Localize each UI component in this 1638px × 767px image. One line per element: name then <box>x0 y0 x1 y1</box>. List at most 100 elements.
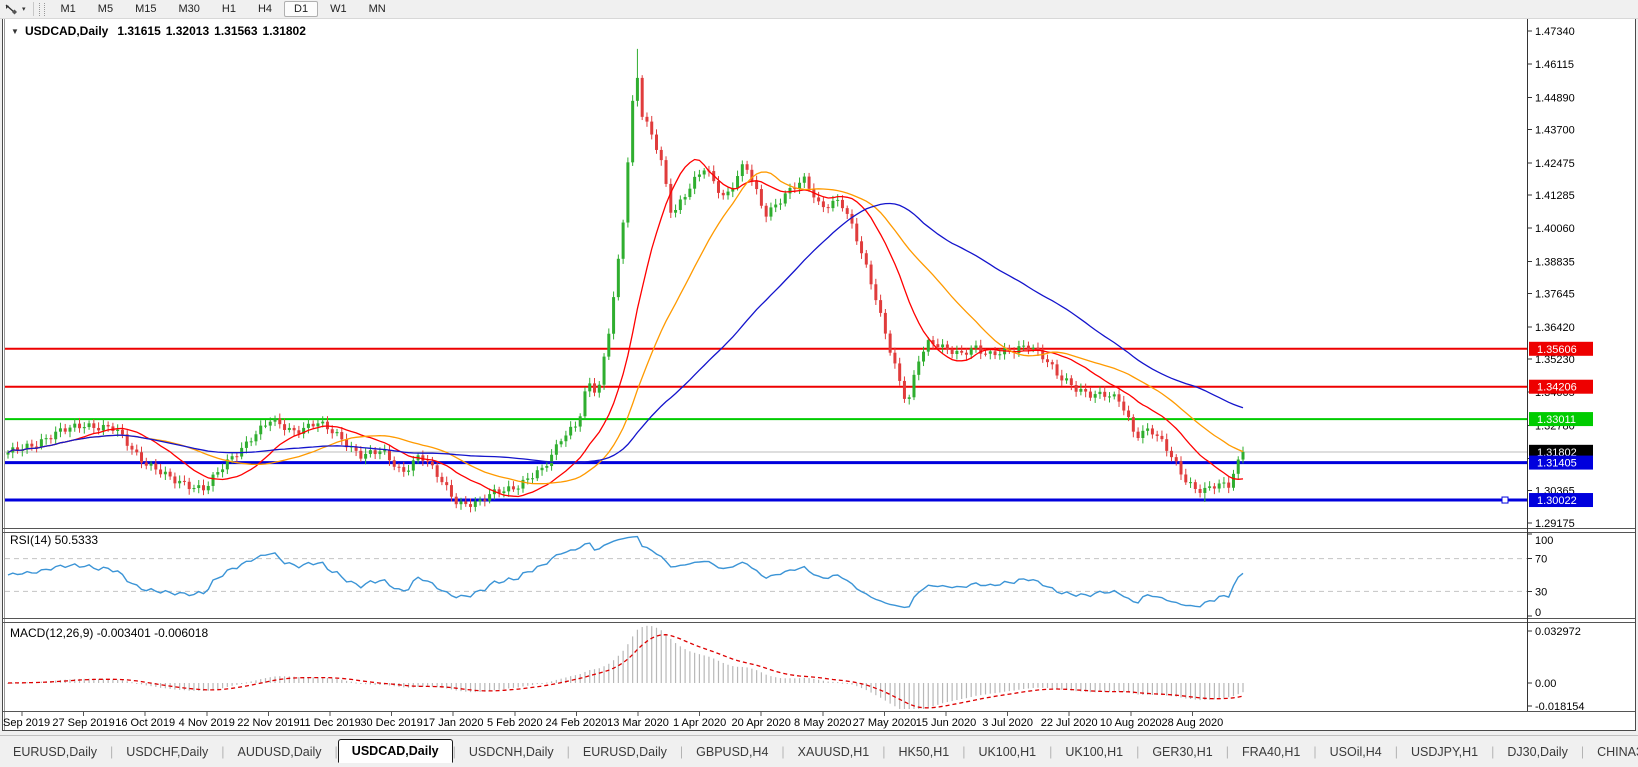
macd-histogram-bar <box>608 663 610 683</box>
macd-histogram-bar <box>465 683 467 692</box>
macd-histogram-bar <box>345 680 348 683</box>
tab-dj30-daily[interactable]: DJ30,Daily <box>1507 744 1568 759</box>
candle <box>378 451 382 455</box>
macd-histogram-bar <box>1156 683 1158 696</box>
tf-button-h4[interactable]: H4 <box>257 3 273 15</box>
tab-xauusd-h1[interactable]: XAUUSD,H1 <box>797 744 870 759</box>
tab-eurusd-daily[interactable]: EURUSD,Daily <box>13 744 98 759</box>
tab-uk100-h1[interactable]: UK100,H1 <box>1065 744 1124 759</box>
macd-histogram-bar <box>808 678 810 683</box>
candle <box>1203 487 1207 493</box>
tab-uk100-h1[interactable]: UK100,H1 <box>978 744 1037 759</box>
candle <box>330 429 334 434</box>
candle <box>955 350 959 354</box>
candle <box>421 455 425 461</box>
tab-usdcnh-daily[interactable]: USDCNH,Daily <box>468 744 554 759</box>
macd-histogram-bar <box>341 679 343 683</box>
tab-separator: | <box>1394 744 1398 759</box>
tab-usdcad-daily[interactable]: USDCAD,Daily <box>337 738 453 763</box>
macd-histogram-bar <box>226 683 228 687</box>
candle <box>1122 401 1126 411</box>
macd-histogram-bar <box>899 683 901 709</box>
tab-separator: | <box>334 744 338 759</box>
macd-histogram-bar <box>965 683 968 699</box>
title-dropdown-icon[interactable]: ▼ <box>11 27 19 36</box>
macd-histogram-bar <box>322 677 324 683</box>
macd-histogram-bar <box>1170 683 1173 697</box>
candle <box>1184 474 1188 483</box>
tab-usoil-h4[interactable]: USOil,H4 <box>1329 744 1382 759</box>
date-tick-label: 30 Dec 2019 <box>360 717 422 729</box>
tf-button-w1[interactable]: W1 <box>330 3 347 15</box>
tab-separator: | <box>781 744 785 759</box>
tab-usdjpy-h1[interactable]: USDJPY,H1 <box>1410 744 1479 759</box>
macd-histogram-bar <box>241 683 243 684</box>
macd-histogram-bar <box>908 683 910 709</box>
candle <box>216 472 220 475</box>
candle <box>693 176 697 189</box>
crosshair-tool-button[interactable]: ▾ <box>0 1 30 17</box>
macd-histogram-bar <box>884 683 886 701</box>
candle <box>1065 378 1069 381</box>
candle <box>631 100 635 163</box>
tab-china300-h1[interactable]: CHINA300,H1 <box>1597 744 1638 759</box>
candle <box>383 450 387 452</box>
date-tick-label: 24 Feb 2020 <box>546 717 608 729</box>
macd-histogram-bar <box>927 683 929 709</box>
tab-eurusd-daily[interactable]: EURUSD,Daily <box>582 744 667 759</box>
price-level-badge <box>1529 444 1593 459</box>
macd-histogram-bar <box>956 683 958 700</box>
tab-hk50-h1[interactable]: HK50,H1 <box>898 744 950 759</box>
candle <box>898 363 902 381</box>
macd-histogram-bar <box>55 680 57 683</box>
tf-button-m5[interactable]: M5 <box>97 3 114 15</box>
top-toolbar: ▾ M1 M5 M15 M30 H1 H4 D1 W1 MN <box>0 0 1638 19</box>
macd-histogram-bar <box>427 683 429 687</box>
tf-button-mn[interactable]: MN <box>368 3 386 15</box>
macd-histogram-bar <box>555 679 557 683</box>
candle <box>268 421 272 426</box>
candle <box>78 423 82 429</box>
candle <box>68 427 72 432</box>
tab-ger30-h1[interactable]: GER30,H1 <box>1152 744 1213 759</box>
tf-button-m30[interactable]: M30 <box>178 3 200 15</box>
macd-histogram-bar <box>112 679 114 683</box>
macd-histogram-bar <box>784 678 786 683</box>
candle <box>1222 482 1226 484</box>
tf-button-m1[interactable]: M1 <box>60 3 76 15</box>
tf-button-m15[interactable]: M15 <box>135 3 157 15</box>
macd-histogram-bar <box>140 683 143 685</box>
macd-histogram-bar <box>1094 683 1096 693</box>
macd-histogram-bar <box>651 626 653 683</box>
toolbar-grip[interactable] <box>38 2 45 16</box>
candle <box>459 501 463 505</box>
macd-histogram-bar <box>498 683 500 690</box>
candle <box>664 160 668 184</box>
candle <box>950 349 954 354</box>
tf-button-d1[interactable]: D1 <box>284 1 319 17</box>
tab-usdchf-daily[interactable]: USDCHF,Daily <box>126 744 209 759</box>
macd-histogram-bar <box>183 683 186 691</box>
macd-histogram-bar <box>455 683 457 691</box>
hline-handle[interactable] <box>1501 496 1509 504</box>
candle <box>511 486 515 490</box>
macd-histogram-bar <box>856 683 858 687</box>
tab-audusd-daily[interactable]: AUDUSD,Daily <box>237 744 322 759</box>
macd-histogram-bar <box>999 683 1001 693</box>
macd-histogram-bar <box>369 683 371 685</box>
candle <box>821 201 825 208</box>
candle <box>883 312 887 334</box>
macd-histogram-bar <box>1065 683 1068 690</box>
rsi-line <box>7 535 1244 609</box>
date-tick-label: 28 Aug 2020 <box>1162 717 1224 729</box>
tab-fra40-h1[interactable]: FRA40,H1 <box>1242 744 1301 759</box>
macd-histogram-bar <box>1051 683 1053 689</box>
macd-histogram-bar <box>741 666 743 683</box>
price-level-badge <box>1529 455 1593 470</box>
candle <box>97 427 101 431</box>
tab-gbpusd-h4[interactable]: GBPUSD,H4 <box>696 744 769 759</box>
tf-button-h1[interactable]: H1 <box>221 3 236 15</box>
candle <box>1231 473 1235 488</box>
candle <box>92 423 96 428</box>
